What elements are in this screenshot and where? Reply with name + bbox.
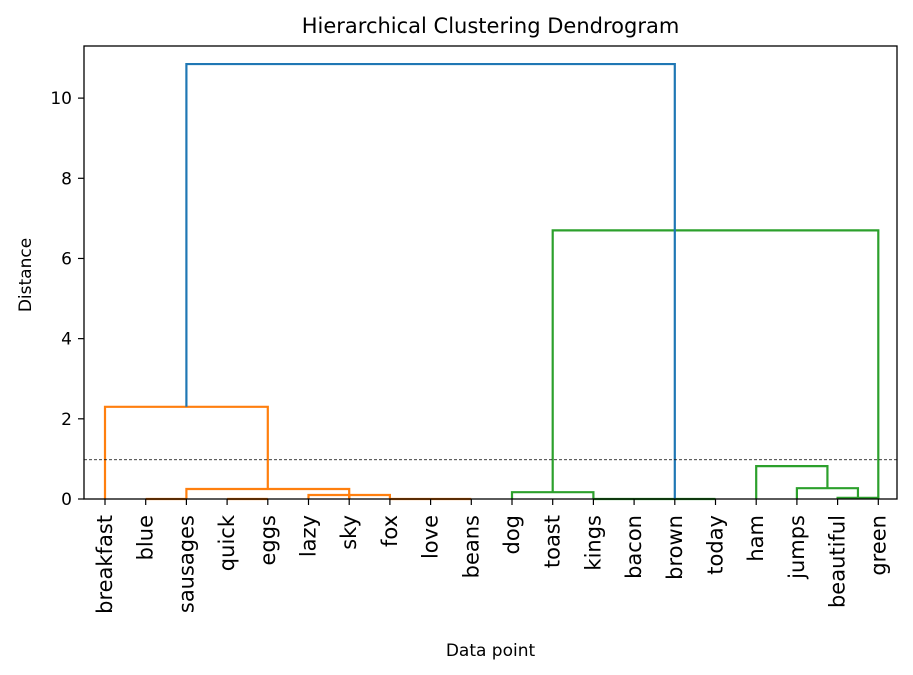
leaf-label-beans: beans: [459, 515, 483, 578]
dendrogram-link-15: [551, 229, 880, 499]
plot-frame: [83, 45, 898, 500]
leaf-label-today: today: [704, 515, 728, 575]
dendrogram-link-8: [510, 491, 595, 499]
y-tick-label: 0: [61, 490, 72, 510]
y-tick-label: 8: [61, 169, 72, 189]
leaf-label-bacon: bacon: [622, 515, 646, 579]
x-axis-leaf-labels: breakfast blue sausages quick eggs lazy sky fox…: [93, 499, 890, 614]
leaf-label-breakfast: breakfast: [93, 515, 117, 614]
leaf-label-dog: dog: [500, 515, 524, 555]
leaf-label-toast: toast: [541, 515, 565, 568]
chart-title: Hierarchical Clustering Dendrogram: [302, 14, 680, 38]
leaf-label-sausages: sausages: [174, 515, 198, 613]
dendrogram-link-6: [185, 487, 351, 499]
dendrogram-link-14: [755, 465, 829, 499]
leaf-label-jumps: jumps: [785, 515, 809, 580]
leaf-label-ham: ham: [744, 515, 768, 562]
y-tick-label: 6: [61, 249, 72, 269]
y-tick-label: 2: [61, 410, 72, 430]
leaf-label-love: love: [419, 515, 443, 559]
leaf-label-beautiful: beautiful: [826, 515, 850, 608]
leaf-label-brown: brown: [663, 515, 687, 580]
y-axis-label: Distance: [16, 238, 36, 312]
leaf-label-eggs: eggs: [256, 515, 280, 566]
leaf-label-green: green: [866, 515, 890, 576]
y-tick-label: 10: [50, 89, 72, 109]
y-tick-label: 4: [61, 330, 72, 350]
leaf-label-lazy: lazy: [297, 515, 321, 557]
leaf-label-kings: kings: [581, 515, 605, 571]
leaf-label-sky: sky: [337, 515, 361, 550]
leaf-label-fox: fox: [378, 515, 402, 547]
dendrogram-link-16: [185, 62, 676, 499]
y-axis-ticks: 0 2 4 6 8 10: [50, 89, 84, 510]
leaf-label-blue: blue: [134, 515, 158, 560]
x-axis-label: Data point: [446, 641, 536, 661]
leaf-label-quick: quick: [215, 514, 239, 571]
